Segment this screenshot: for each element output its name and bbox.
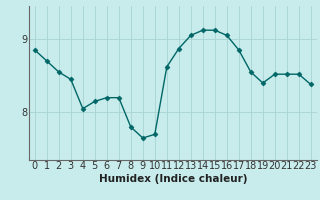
X-axis label: Humidex (Indice chaleur): Humidex (Indice chaleur) bbox=[99, 174, 247, 184]
